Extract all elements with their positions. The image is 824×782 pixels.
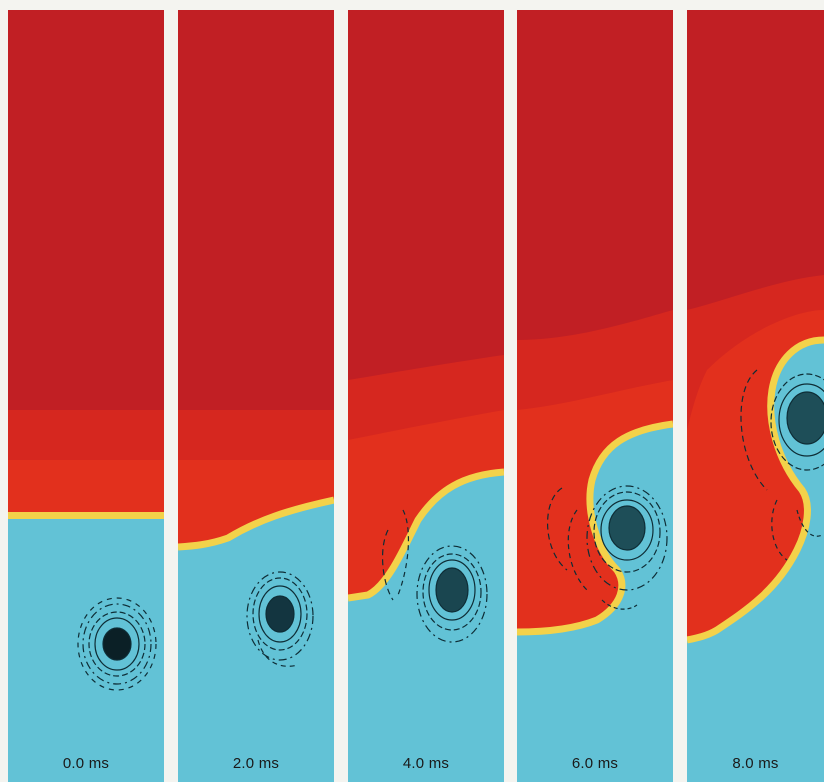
time-label: 2.0 ms [232, 755, 280, 772]
time-label: 8.0 ms [732, 755, 779, 772]
frame-8ms-image [687, 10, 824, 782]
vortex-ring [246, 571, 314, 667]
vortex-ring [546, 485, 668, 610]
vortex-ring [740, 369, 824, 561]
frame-6ms-image [517, 10, 673, 782]
vortex-ring [77, 597, 157, 691]
frame-2ms: 2.0 ms [178, 10, 334, 782]
frame-0ms: 0.0 ms [8, 10, 164, 782]
time-label: 4.0 ms [402, 755, 450, 772]
time-label: 0.0 ms [62, 755, 110, 772]
vortex-ring [382, 509, 488, 643]
frame-4ms-image [348, 10, 504, 782]
frame-4ms: 4.0 ms [348, 10, 504, 782]
frame-2ms-image [178, 10, 334, 782]
frame-0ms-image [8, 10, 164, 782]
frame-6ms: 6.0 ms [517, 10, 673, 782]
time-label: 6.0 ms [571, 755, 619, 772]
frame-8ms: 8.0 ms [687, 10, 824, 782]
